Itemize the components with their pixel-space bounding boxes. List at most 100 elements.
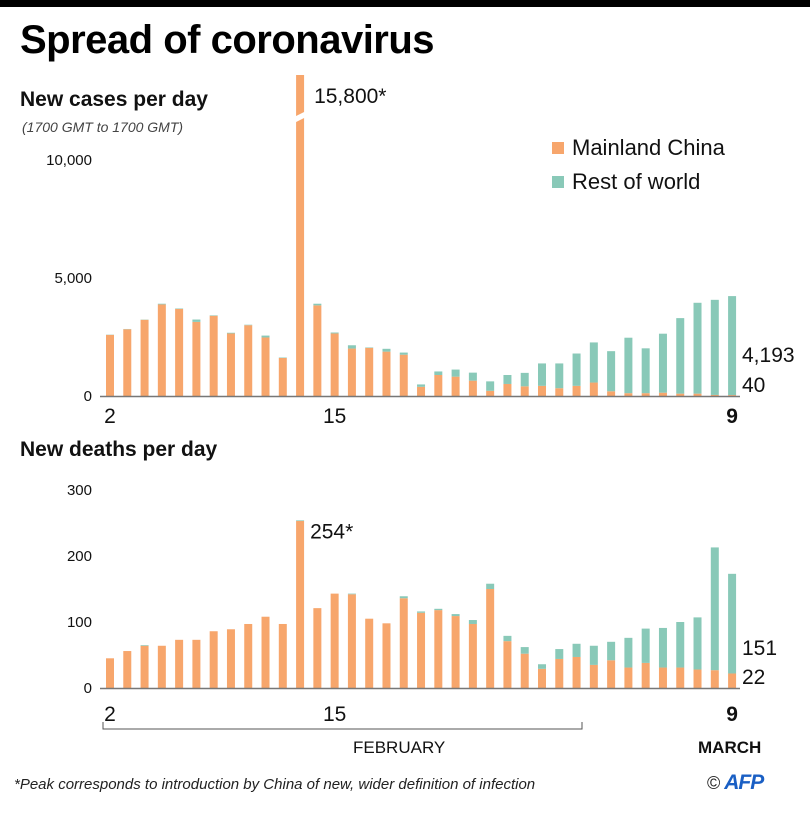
deaths-bar-mainland-china (434, 610, 443, 688)
deaths-bar-mainland-china (658, 667, 667, 688)
cases-bar-mainland-china (658, 392, 667, 396)
cases-bar-rest-of-world (417, 384, 426, 387)
cases-bar-rest-of-world (728, 296, 737, 396)
cases-bar-rest-of-world (555, 363, 564, 389)
deaths-y-tick-label: 300 (67, 482, 92, 499)
deaths-bar-rest-of-world (296, 520, 305, 522)
deaths-bar-rest-of-world (520, 647, 529, 654)
deaths-bar-rest-of-world (468, 620, 477, 624)
cases-bar-mainland-china (296, 75, 305, 396)
cases-bar-rest-of-world (693, 302, 702, 394)
afp-logo: AFP (724, 771, 764, 794)
cases-bar-rest-of-world (503, 374, 512, 384)
deaths-bar-mainland-china (607, 660, 616, 688)
cases-bar-mainland-china (244, 325, 253, 396)
deaths-bar-rest-of-world (347, 593, 356, 595)
cases-bar-mainland-china (140, 319, 149, 396)
cases-bar-mainland-china (192, 321, 201, 396)
cases-bar-mainland-china (624, 393, 633, 396)
deaths-x-tick-label: 2 (104, 703, 116, 726)
cases-bar-rest-of-world (607, 351, 616, 392)
deaths-bar-mainland-china (555, 658, 564, 688)
cases-bar-mainland-china (589, 382, 598, 396)
cases-bar-mainland-china (572, 385, 581, 396)
deaths-bar-rest-of-world (399, 596, 408, 599)
cases-axis-break (294, 111, 307, 123)
cases-bar-rest-of-world (624, 337, 633, 394)
cases-bar-mainland-china (538, 385, 546, 396)
deaths-bar-mainland-china (192, 639, 201, 688)
deaths-bar-rest-of-world (503, 635, 512, 642)
deaths-bar-mainland-china (624, 667, 633, 688)
cases-bar-rest-of-world (486, 381, 495, 391)
deaths-y-tick-label: 0 (84, 680, 92, 697)
cases-bar-mainland-china (434, 374, 443, 396)
cases-x-tick-label: 2 (104, 405, 116, 428)
february-bracket (102, 722, 583, 730)
cases-x-tick-label: 9 (726, 405, 738, 428)
cases-bar-mainland-china (451, 376, 460, 396)
deaths-bar-rest-of-world (589, 645, 598, 665)
cases-bar-rest-of-world (313, 303, 322, 306)
cases-peak-label: 15,800* (314, 85, 386, 108)
deaths-bar-mainland-china (365, 618, 374, 688)
deaths-bar-mainland-china (451, 616, 460, 688)
cases-bar-rest-of-world (330, 332, 339, 334)
deaths-x-tick-label: 15 (323, 703, 346, 726)
cases-bar-rest-of-world (226, 332, 235, 334)
deaths-bar-rest-of-world (538, 664, 546, 669)
deaths-bar-rest-of-world (607, 641, 616, 661)
legend-swatch-mainland-china (552, 142, 564, 154)
cases-bar-rest-of-world (641, 348, 650, 394)
deaths-bar-rest-of-world (624, 637, 633, 668)
deaths-bar-mainland-china (417, 612, 426, 688)
cases-bar-mainland-china (106, 334, 114, 396)
deaths-bar-mainland-china (175, 639, 184, 688)
month-label-february: FEBRUARY (353, 738, 446, 757)
cases-bar-mainland-china (520, 386, 529, 396)
deaths-bar-mainland-china (382, 623, 391, 688)
cases-bar-rest-of-world (157, 303, 166, 305)
deaths-bar-mainland-china (503, 641, 512, 688)
deaths-bar-rest-of-world (710, 547, 719, 671)
deaths-bar-rest-of-world (555, 649, 564, 659)
deaths-bar-mainland-china (399, 598, 408, 688)
cases-bar-rest-of-world (710, 299, 719, 395)
legend-swatch-rest-of-world (552, 176, 564, 188)
legend-label: Mainland China (572, 135, 725, 160)
copyright-symbol: © (707, 772, 721, 793)
cases-bar-mainland-china (382, 351, 391, 396)
cases-bar-mainland-china (123, 329, 132, 396)
cases-bar-rest-of-world (538, 363, 546, 386)
cases-bar-mainland-china (503, 383, 512, 396)
cases-bar-mainland-china (175, 308, 184, 396)
cases-end-label-mainland-china: 40 (742, 374, 765, 397)
deaths-bar-mainland-china (296, 521, 305, 688)
cases-bar-mainland-china (157, 304, 166, 396)
footnote: *Peak corresponds to introduction by Chi… (14, 776, 536, 793)
cases-y-tick-label: 10,000 (46, 152, 92, 169)
deaths-end-label-mainland-china: 22 (742, 666, 765, 689)
cases-bar-rest-of-world (382, 348, 391, 352)
deaths-bar-rest-of-world (676, 622, 685, 668)
deaths-bar-mainland-china (278, 623, 287, 688)
deaths-bar-mainland-china (468, 623, 477, 688)
cases-x-tick-label: 15 (323, 405, 346, 428)
deaths-bar-mainland-china (330, 593, 339, 688)
deaths-y-tick-label: 100 (67, 614, 92, 631)
cases-bar-rest-of-world (261, 335, 270, 338)
cases-bar-mainland-china (641, 393, 650, 396)
legend-item-mainland-china: Mainland China (552, 131, 725, 165)
deaths-end-label-rest-of-world: 151 (742, 637, 777, 660)
cases-bar-mainland-china (261, 337, 270, 396)
deaths-bar-mainland-china (486, 589, 495, 688)
deaths-bar-mainland-china (572, 656, 581, 688)
cases-bar-mainland-china (330, 333, 339, 396)
page-title: Spread of coronavirus (20, 18, 435, 62)
legend: Mainland China Rest of world (552, 131, 725, 199)
top-rule (0, 0, 810, 7)
cases-bar-mainland-china (710, 394, 719, 396)
cases-bar-mainland-china (728, 395, 737, 396)
cases-end-label-rest-of-world: 4,193 (742, 344, 795, 367)
